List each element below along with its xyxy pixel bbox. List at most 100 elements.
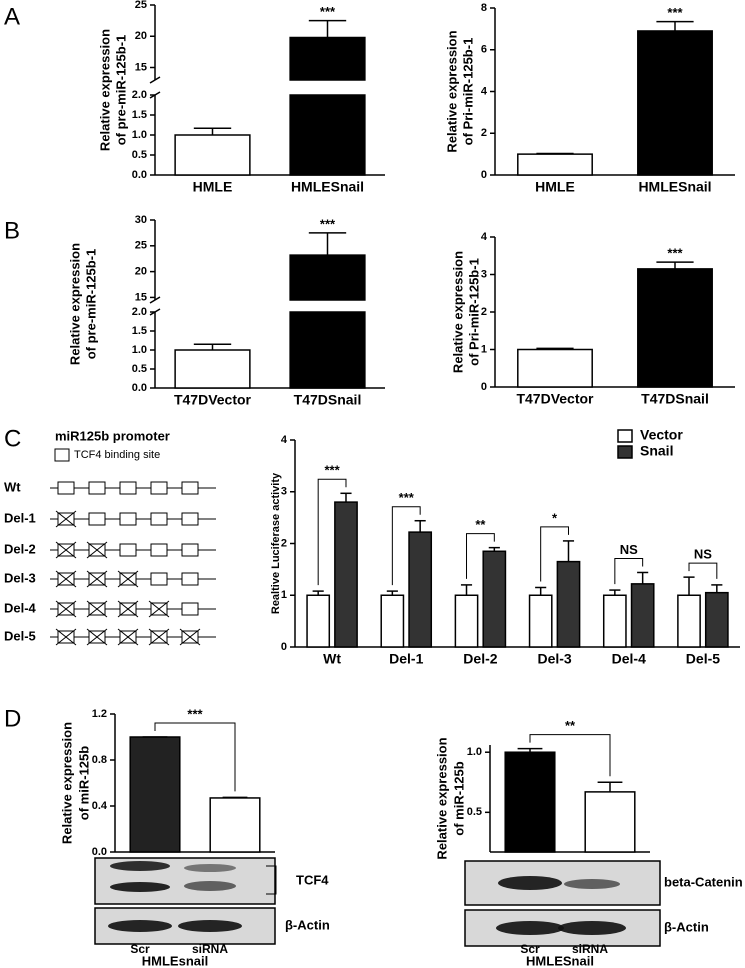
lane-label: siRNA bbox=[572, 942, 608, 956]
construct-label: Wt bbox=[4, 479, 21, 494]
significance-label: *** bbox=[320, 4, 336, 19]
y-tick-label: 2 bbox=[481, 306, 487, 318]
panel-letter: C bbox=[4, 425, 21, 452]
bar bbox=[556, 560, 581, 648]
y-tick-label: 1.5 bbox=[132, 109, 147, 121]
significance-bracket bbox=[529, 734, 611, 777]
x-tick-label: Del-2 bbox=[463, 651, 497, 667]
axis-break bbox=[149, 296, 161, 304]
deletion-mark bbox=[148, 600, 170, 618]
deletion-mark bbox=[55, 510, 77, 528]
bar bbox=[380, 594, 405, 648]
x-tick-label: T47DSnail bbox=[294, 392, 362, 408]
y-axis-label: Relative expression bbox=[97, 29, 112, 151]
lane-label: Scr bbox=[130, 942, 150, 956]
legend-box bbox=[54, 448, 70, 462]
binding-site bbox=[181, 543, 199, 557]
y-tick-label: 3 bbox=[281, 486, 287, 498]
deletion-mark bbox=[117, 628, 139, 646]
y-tick-label: 8 bbox=[481, 2, 487, 14]
binding-site bbox=[88, 481, 106, 495]
significance-label: NS bbox=[694, 547, 712, 562]
y-axis-label: of miR-125b bbox=[451, 761, 466, 835]
deletion-mark bbox=[55, 628, 77, 646]
deletion-mark bbox=[179, 628, 201, 646]
y-tick-label: 1.0 bbox=[467, 746, 482, 758]
y-tick-label: 0.0 bbox=[92, 846, 107, 858]
y-tick-label: 3 bbox=[481, 268, 487, 280]
significance-bracket bbox=[154, 722, 236, 792]
bar bbox=[334, 501, 358, 648]
binding-site bbox=[119, 512, 137, 526]
blot-band bbox=[108, 920, 172, 932]
y-tick-label: 0.0 bbox=[132, 382, 147, 394]
panel-letter: A bbox=[4, 3, 20, 30]
significance-label: *** bbox=[667, 246, 683, 261]
blot-band bbox=[184, 864, 236, 872]
significance-label: *** bbox=[324, 463, 340, 478]
blot-band bbox=[110, 882, 170, 892]
deletion-mark bbox=[86, 570, 108, 588]
bar bbox=[630, 583, 655, 648]
deletion-mark bbox=[86, 628, 108, 646]
bar bbox=[704, 591, 729, 648]
x-tick-label: Del-3 bbox=[537, 651, 571, 667]
construct-label: Del-2 bbox=[4, 541, 36, 556]
y-tick-label: 25 bbox=[135, 240, 147, 252]
legend-swatch bbox=[617, 445, 633, 459]
construct-label: Del-3 bbox=[4, 570, 36, 585]
y-axis-label: Relative expression bbox=[434, 737, 449, 859]
legend-swatch bbox=[617, 429, 633, 443]
significance-label: ** bbox=[475, 517, 486, 532]
bar bbox=[289, 254, 366, 301]
bar bbox=[528, 594, 553, 648]
y-tick-label: 2.0 bbox=[132, 306, 147, 318]
y-tick-label: 6 bbox=[481, 44, 487, 56]
y-axis-label: Realtive Luciferase activity bbox=[270, 472, 282, 614]
x-tick-label: HMLESnail bbox=[638, 179, 711, 195]
significance-label: *** bbox=[399, 490, 415, 505]
y-tick-label: 1.0 bbox=[132, 344, 147, 356]
promoter-title: miR125b promoter bbox=[55, 428, 170, 443]
x-tick-label: Wt bbox=[323, 651, 341, 667]
y-tick-label: 4 bbox=[281, 434, 288, 446]
y-tick-label: 0.5 bbox=[132, 149, 147, 161]
legend-label: Snail bbox=[640, 443, 673, 459]
binding-site bbox=[150, 543, 168, 557]
deletion-mark bbox=[86, 600, 108, 618]
x-tick-label: T47DVector bbox=[174, 392, 252, 408]
y-tick-label: 1.5 bbox=[132, 325, 147, 337]
binding-site bbox=[57, 481, 75, 495]
y-axis-label: of pre-miR-125b-1 bbox=[113, 35, 128, 146]
y-tick-label: 0.4 bbox=[92, 800, 108, 812]
y-tick-label: 0.8 bbox=[92, 754, 107, 766]
band-label: β-Actin bbox=[285, 917, 330, 932]
significance-bracket bbox=[614, 557, 644, 585]
y-tick-label: 1 bbox=[481, 343, 487, 355]
significance-bracket bbox=[317, 478, 347, 586]
y-tick-label: 15 bbox=[135, 291, 147, 303]
bar bbox=[637, 30, 713, 176]
y-axis-label: of miR-125b bbox=[76, 746, 91, 820]
panel-letter: D bbox=[4, 705, 21, 732]
bar bbox=[482, 550, 507, 648]
binding-site bbox=[119, 543, 137, 557]
y-tick-label: 0.5 bbox=[467, 806, 482, 818]
lane-label: siRNA bbox=[192, 942, 228, 956]
bar bbox=[306, 594, 331, 648]
blot-frame bbox=[464, 860, 661, 906]
y-tick-label: 0.0 bbox=[132, 169, 147, 181]
x-tick-label: T47DSnail bbox=[641, 391, 709, 407]
binding-site bbox=[150, 572, 168, 586]
panel-letter: B bbox=[4, 217, 20, 244]
bar bbox=[517, 153, 593, 176]
y-tick-label: 0.5 bbox=[132, 363, 147, 375]
x-tick-label: T47DVector bbox=[516, 391, 594, 407]
deletion-mark bbox=[55, 541, 77, 559]
construct-label: Del-1 bbox=[4, 510, 36, 525]
significance-label: ** bbox=[565, 718, 576, 733]
bar bbox=[454, 594, 479, 648]
y-tick-label: 2.0 bbox=[132, 89, 147, 101]
significance-bracket bbox=[688, 562, 718, 579]
band-label: beta-Catenin bbox=[664, 874, 743, 889]
